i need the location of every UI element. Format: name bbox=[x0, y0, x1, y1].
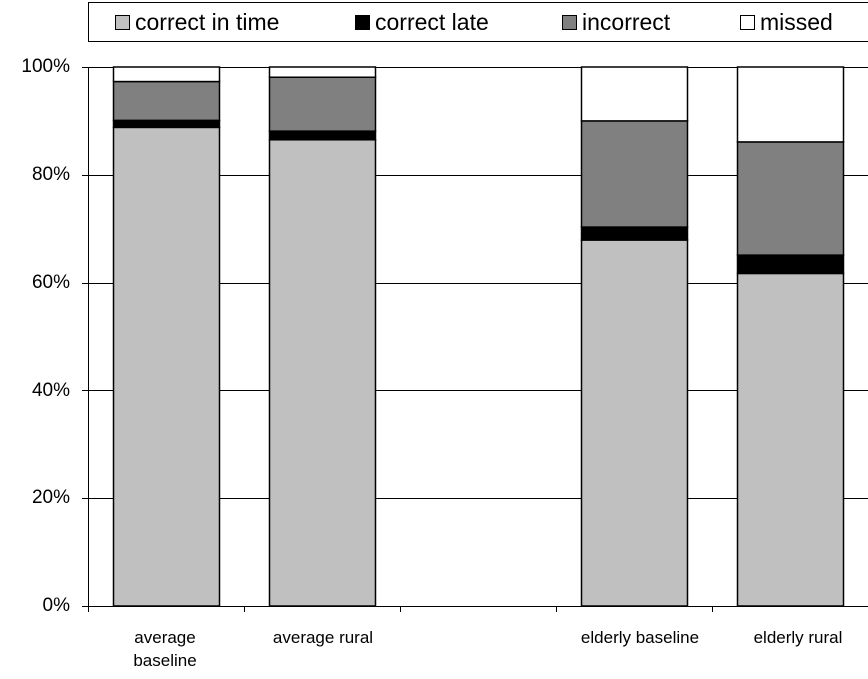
bar-segment bbox=[112, 126, 221, 607]
bar-segment bbox=[736, 254, 845, 275]
legend-item-correct-late: correct late bbox=[355, 3, 489, 41]
x-tick-label-line: average rural bbox=[272, 628, 374, 647]
y-tick-label: 20% bbox=[31, 487, 70, 508]
y-tick-label: 0% bbox=[42, 595, 70, 616]
bar-segment bbox=[112, 80, 221, 122]
x-tick-label-average-baseline: average baseline bbox=[85, 626, 245, 672]
y-tick-label: 60% bbox=[31, 272, 70, 293]
x-tick-label-line: average bbox=[134, 628, 196, 647]
legend-label: incorrect bbox=[582, 8, 671, 35]
x-tick-label-line: elderly rural bbox=[753, 628, 843, 647]
bar-segment bbox=[580, 226, 689, 241]
bar-segment bbox=[112, 66, 221, 83]
bar-segment bbox=[736, 272, 845, 607]
legend-swatch-missed bbox=[740, 14, 755, 30]
bar-segment bbox=[268, 130, 377, 141]
bar-segment bbox=[268, 139, 377, 607]
y-tick-label: 80% bbox=[31, 164, 70, 185]
x-tick-label-line: elderly baseline bbox=[580, 628, 700, 647]
x-tick-label-line: baseline bbox=[133, 651, 197, 670]
x-tick-label-elderly-rural: elderly rural bbox=[718, 626, 868, 649]
legend-label: correct late bbox=[375, 8, 489, 35]
legend-item-correct-in-time: correct in time bbox=[115, 3, 279, 41]
bar-segment bbox=[580, 120, 689, 228]
legend-label: missed bbox=[760, 8, 833, 35]
y-tick-label: 100% bbox=[21, 56, 70, 77]
bar-segment bbox=[268, 76, 377, 132]
bar-segment bbox=[268, 66, 377, 78]
y-tick-label: 40% bbox=[31, 380, 70, 401]
bar-segment bbox=[112, 119, 221, 129]
bar-segment bbox=[580, 66, 689, 122]
x-tick-label-elderly-baseline: elderly baseline bbox=[560, 626, 720, 649]
legend-swatch-incorrect bbox=[562, 14, 577, 30]
legend-swatch-correct-late bbox=[355, 14, 370, 30]
chart-legend: correct in time correct late incorrect m… bbox=[88, 2, 868, 42]
bar-segment bbox=[580, 239, 689, 607]
bar-segment bbox=[736, 141, 845, 256]
legend-item-missed: missed bbox=[740, 3, 833, 41]
x-tick-label-average-rural: average rural bbox=[243, 626, 403, 649]
legend-item-incorrect: incorrect bbox=[562, 3, 670, 41]
legend-label: correct in time bbox=[135, 8, 280, 35]
bar-segment bbox=[736, 66, 845, 143]
legend-swatch-correct-in-time bbox=[115, 14, 130, 30]
